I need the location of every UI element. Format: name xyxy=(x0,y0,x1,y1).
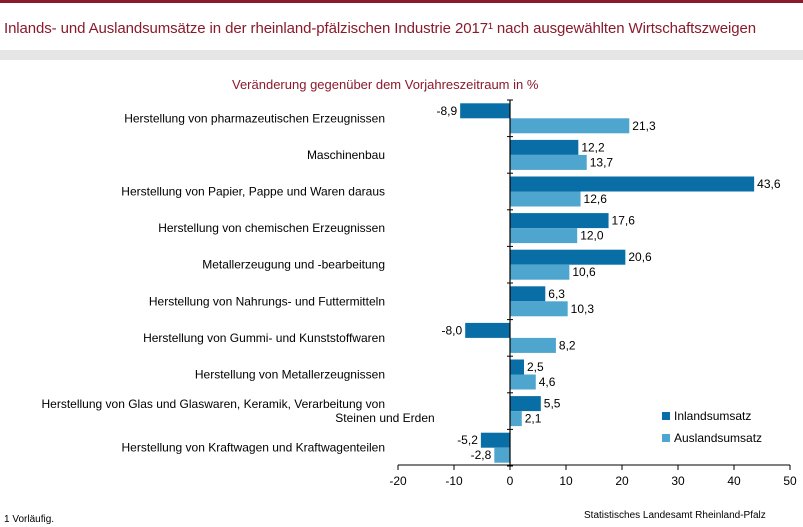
category-label: Metallerzeugung und -bearbeitung xyxy=(202,258,385,272)
bar-inlandsumsatz xyxy=(480,432,510,448)
data-label: -5,2 xyxy=(457,433,478,447)
data-label: 2,1 xyxy=(525,412,542,426)
category-label: Herstellung von Glas und Glaswaren, Kera… xyxy=(41,397,385,411)
x-tick-label: -20 xyxy=(389,474,407,488)
bar-auslandsumsatz xyxy=(510,154,587,170)
bar-auslandsumsatz xyxy=(510,411,522,427)
bar-auslandsumsatz xyxy=(510,228,578,244)
data-label: 21,3 xyxy=(632,119,656,133)
x-tick-label: 50 xyxy=(783,474,797,488)
data-label: 8,2 xyxy=(559,338,576,352)
bar-auslandsumsatz xyxy=(510,301,568,317)
bar-inlandsumsatz xyxy=(460,103,510,119)
source-note: Statistisches Landesamt Rheinland-Pfalz xyxy=(584,510,766,521)
x-tick-label: 40 xyxy=(727,474,741,488)
top-accent-bar xyxy=(0,0,803,3)
category-label: Maschinenbau xyxy=(307,148,385,162)
x-tick-label: -10 xyxy=(445,474,463,488)
data-label: 20,6 xyxy=(628,250,652,264)
header-band xyxy=(0,50,803,60)
bar-auslandsumsatz xyxy=(510,374,536,390)
category-label: Herstellung von Gummi- und Kunststoffwar… xyxy=(143,331,385,345)
data-label: 12,0 xyxy=(580,229,604,243)
data-label: -2,8 xyxy=(471,448,492,462)
chart-title: Inlands- und Auslandsumsätze in der rhei… xyxy=(4,20,756,37)
x-tick-label: 20 xyxy=(615,474,629,488)
data-label: 13,7 xyxy=(590,155,614,169)
bar-auslandsumsatz xyxy=(510,191,581,207)
legend-label: Inlandsumsatz xyxy=(674,409,751,423)
category-label: Herstellung von Nahrungs- und Futtermitt… xyxy=(149,294,385,308)
data-label: 10,6 xyxy=(572,265,596,279)
category-label: Herstellung von Kraftwagen und Kraftwage… xyxy=(122,441,386,455)
legend-label: Auslandsumsatz xyxy=(674,431,762,445)
bar-inlandsumsatz xyxy=(510,213,609,229)
bar-auslandsumsatz xyxy=(510,118,630,134)
category-label: Herstellung von pharmazeutischen Erzeugn… xyxy=(124,111,385,125)
bar-auslandsumsatz xyxy=(510,264,570,280)
data-label: 6,3 xyxy=(548,287,565,301)
bar-inlandsumsatz xyxy=(510,249,626,265)
data-label: 12,6 xyxy=(584,192,608,206)
data-label: 4,6 xyxy=(539,375,556,389)
legend-swatch xyxy=(662,412,670,420)
x-tick-label: 0 xyxy=(507,474,514,488)
data-label: 12,2 xyxy=(581,140,605,154)
x-tick-label: 30 xyxy=(671,474,685,488)
bar-auslandsumsatz xyxy=(494,447,510,463)
bar-inlandsumsatz xyxy=(510,359,524,375)
category-label: Herstellung von chemischen Erzeugnissen xyxy=(158,221,385,235)
data-label: 2,5 xyxy=(527,360,544,374)
category-label: Herstellung von Papier, Pappe und Waren … xyxy=(121,185,385,199)
bar-inlandsumsatz xyxy=(510,286,546,302)
data-label: -8,0 xyxy=(442,323,463,337)
data-label: -8,9 xyxy=(436,104,457,118)
bar-inlandsumsatz xyxy=(465,322,510,338)
data-label: 10,3 xyxy=(571,302,595,316)
category-label: Herstellung von Metallerzeugnissen xyxy=(195,368,385,382)
category-label: Steinen und Erden xyxy=(335,411,434,425)
bar-inlandsumsatz xyxy=(510,139,579,155)
data-label: 5,5 xyxy=(544,397,561,411)
bar-inlandsumsatz xyxy=(510,396,541,412)
data-label: 43,6 xyxy=(757,177,781,191)
legend-swatch xyxy=(662,434,670,442)
chart-subtitle: Veränderung gegenüber dem Vorjahreszeitr… xyxy=(232,77,539,92)
bar-inlandsumsatz xyxy=(510,176,755,192)
x-tick-label: 10 xyxy=(559,474,573,488)
data-label: 17,6 xyxy=(612,214,636,228)
footnote: 1 Vorläufig. xyxy=(4,514,55,525)
bar-auslandsumsatz xyxy=(510,337,556,353)
